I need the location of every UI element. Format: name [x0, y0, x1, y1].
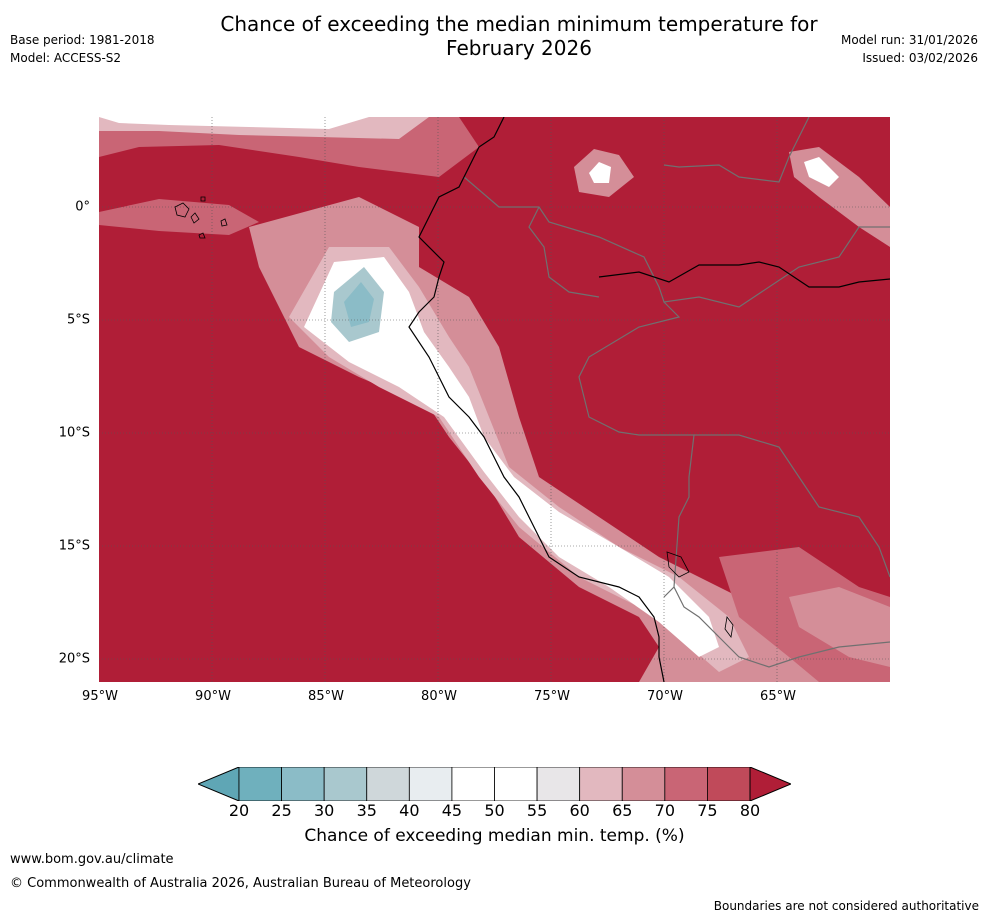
lat-label-10s: 10°S: [58, 425, 90, 441]
colorbar-tick-label: 55: [526, 801, 548, 820]
graticule: [99, 117, 890, 682]
colorbar-cell: [621, 767, 666, 801]
colorbar-tick-label: 70: [654, 801, 676, 820]
colorbar-tick-label: 80: [739, 801, 761, 820]
title-line-1: Chance of exceeding the median minimum t…: [220, 12, 818, 36]
colorbar-cell: [323, 767, 368, 801]
colorbar-tick-label: 50: [484, 801, 505, 820]
lat-label-15s: 15°S: [58, 538, 90, 554]
forecast-map: [99, 117, 890, 682]
title-line-2: February 2026: [446, 36, 592, 60]
colorbar-cell: [579, 767, 623, 801]
base-period: Base period: 1981-2018: [10, 33, 155, 47]
colorbar-arrow-right: [749, 767, 791, 801]
lon-label-85w: 85°W: [308, 689, 344, 704]
upwelling-white: [304, 257, 719, 657]
colorbar-tick-label: 75: [697, 801, 718, 820]
colorbar-tick-label: 25: [271, 801, 292, 820]
lake-titicaca: [666, 551, 734, 638]
galapagos-islands: [174, 196, 228, 239]
colorbar-tick-label: 40: [399, 801, 420, 820]
colorbar-tick-label: 20: [228, 801, 250, 820]
equator-band: [99, 199, 259, 235]
colorbar-cells: [238, 767, 751, 801]
colorbar: [198, 767, 791, 801]
country-borders: [463, 117, 890, 668]
footer-url: www.bom.gov.au/climate: [10, 852, 174, 867]
coastline: [408, 117, 890, 682]
top-band-white: [99, 117, 369, 129]
colorbar-tick-label: 45: [441, 801, 463, 820]
patch-ne-white: [804, 157, 839, 187]
colorbar-cell: [707, 767, 751, 801]
colorbar-cell: [281, 767, 325, 801]
lon-label-80w: 80°W: [421, 689, 457, 704]
colorbar-cell: [238, 767, 282, 801]
colorbar-tick-label: 60: [569, 801, 590, 820]
colorbar-cell: [494, 767, 538, 801]
colorbar-cell: [536, 767, 581, 801]
colorbar-tick-label: 35: [356, 801, 377, 820]
lon-label-95w: 95°W: [82, 689, 118, 704]
colorbar-label: Chance of exceeding median min. temp. (%…: [304, 826, 685, 846]
colorbar-cell: [664, 767, 708, 801]
lon-label-65w: 65°W: [760, 689, 796, 704]
colorbar-cell: [451, 767, 495, 801]
upwelling-core-dark: [344, 282, 374, 327]
patch-se-light: [789, 587, 890, 667]
lat-label-0: 0°: [75, 199, 90, 215]
lon-label-70w: 70°W: [647, 689, 683, 704]
chart-title: Chance of exceeding the median minimum t…: [150, 12, 888, 60]
colorbar-cell: [366, 767, 410, 801]
colorbar-cell: [408, 767, 453, 801]
lon-label-75w: 75°W: [534, 689, 570, 704]
meta-left: Base period: 1981-2018 Model: ACCESS-S2: [10, 31, 155, 67]
footer-disclaimer: Boundaries are not considered authoritat…: [713, 899, 979, 913]
map-svg: [99, 117, 890, 682]
colorbar-tick-label: 65: [612, 801, 633, 820]
issued-date: Issued: 03/02/2026: [862, 51, 978, 65]
colorbar-arrow-left: [198, 767, 240, 801]
lat-label-20s: 20°S: [58, 651, 90, 667]
colorbar-tick-label: 30: [313, 801, 335, 820]
meta-right: Model run: 31/01/2026 Issued: 03/02/2026: [841, 31, 978, 67]
patch-north-white: [589, 162, 611, 183]
lat-label-5s: 5°S: [66, 312, 90, 328]
lon-label-90w: 90°W: [195, 689, 231, 704]
model-run: Model run: 31/01/2026: [840, 33, 978, 47]
model-name: Model: ACCESS-S2: [10, 51, 122, 65]
footer-copyright: © Commonwealth of Australia 2026, Austra…: [10, 876, 471, 891]
